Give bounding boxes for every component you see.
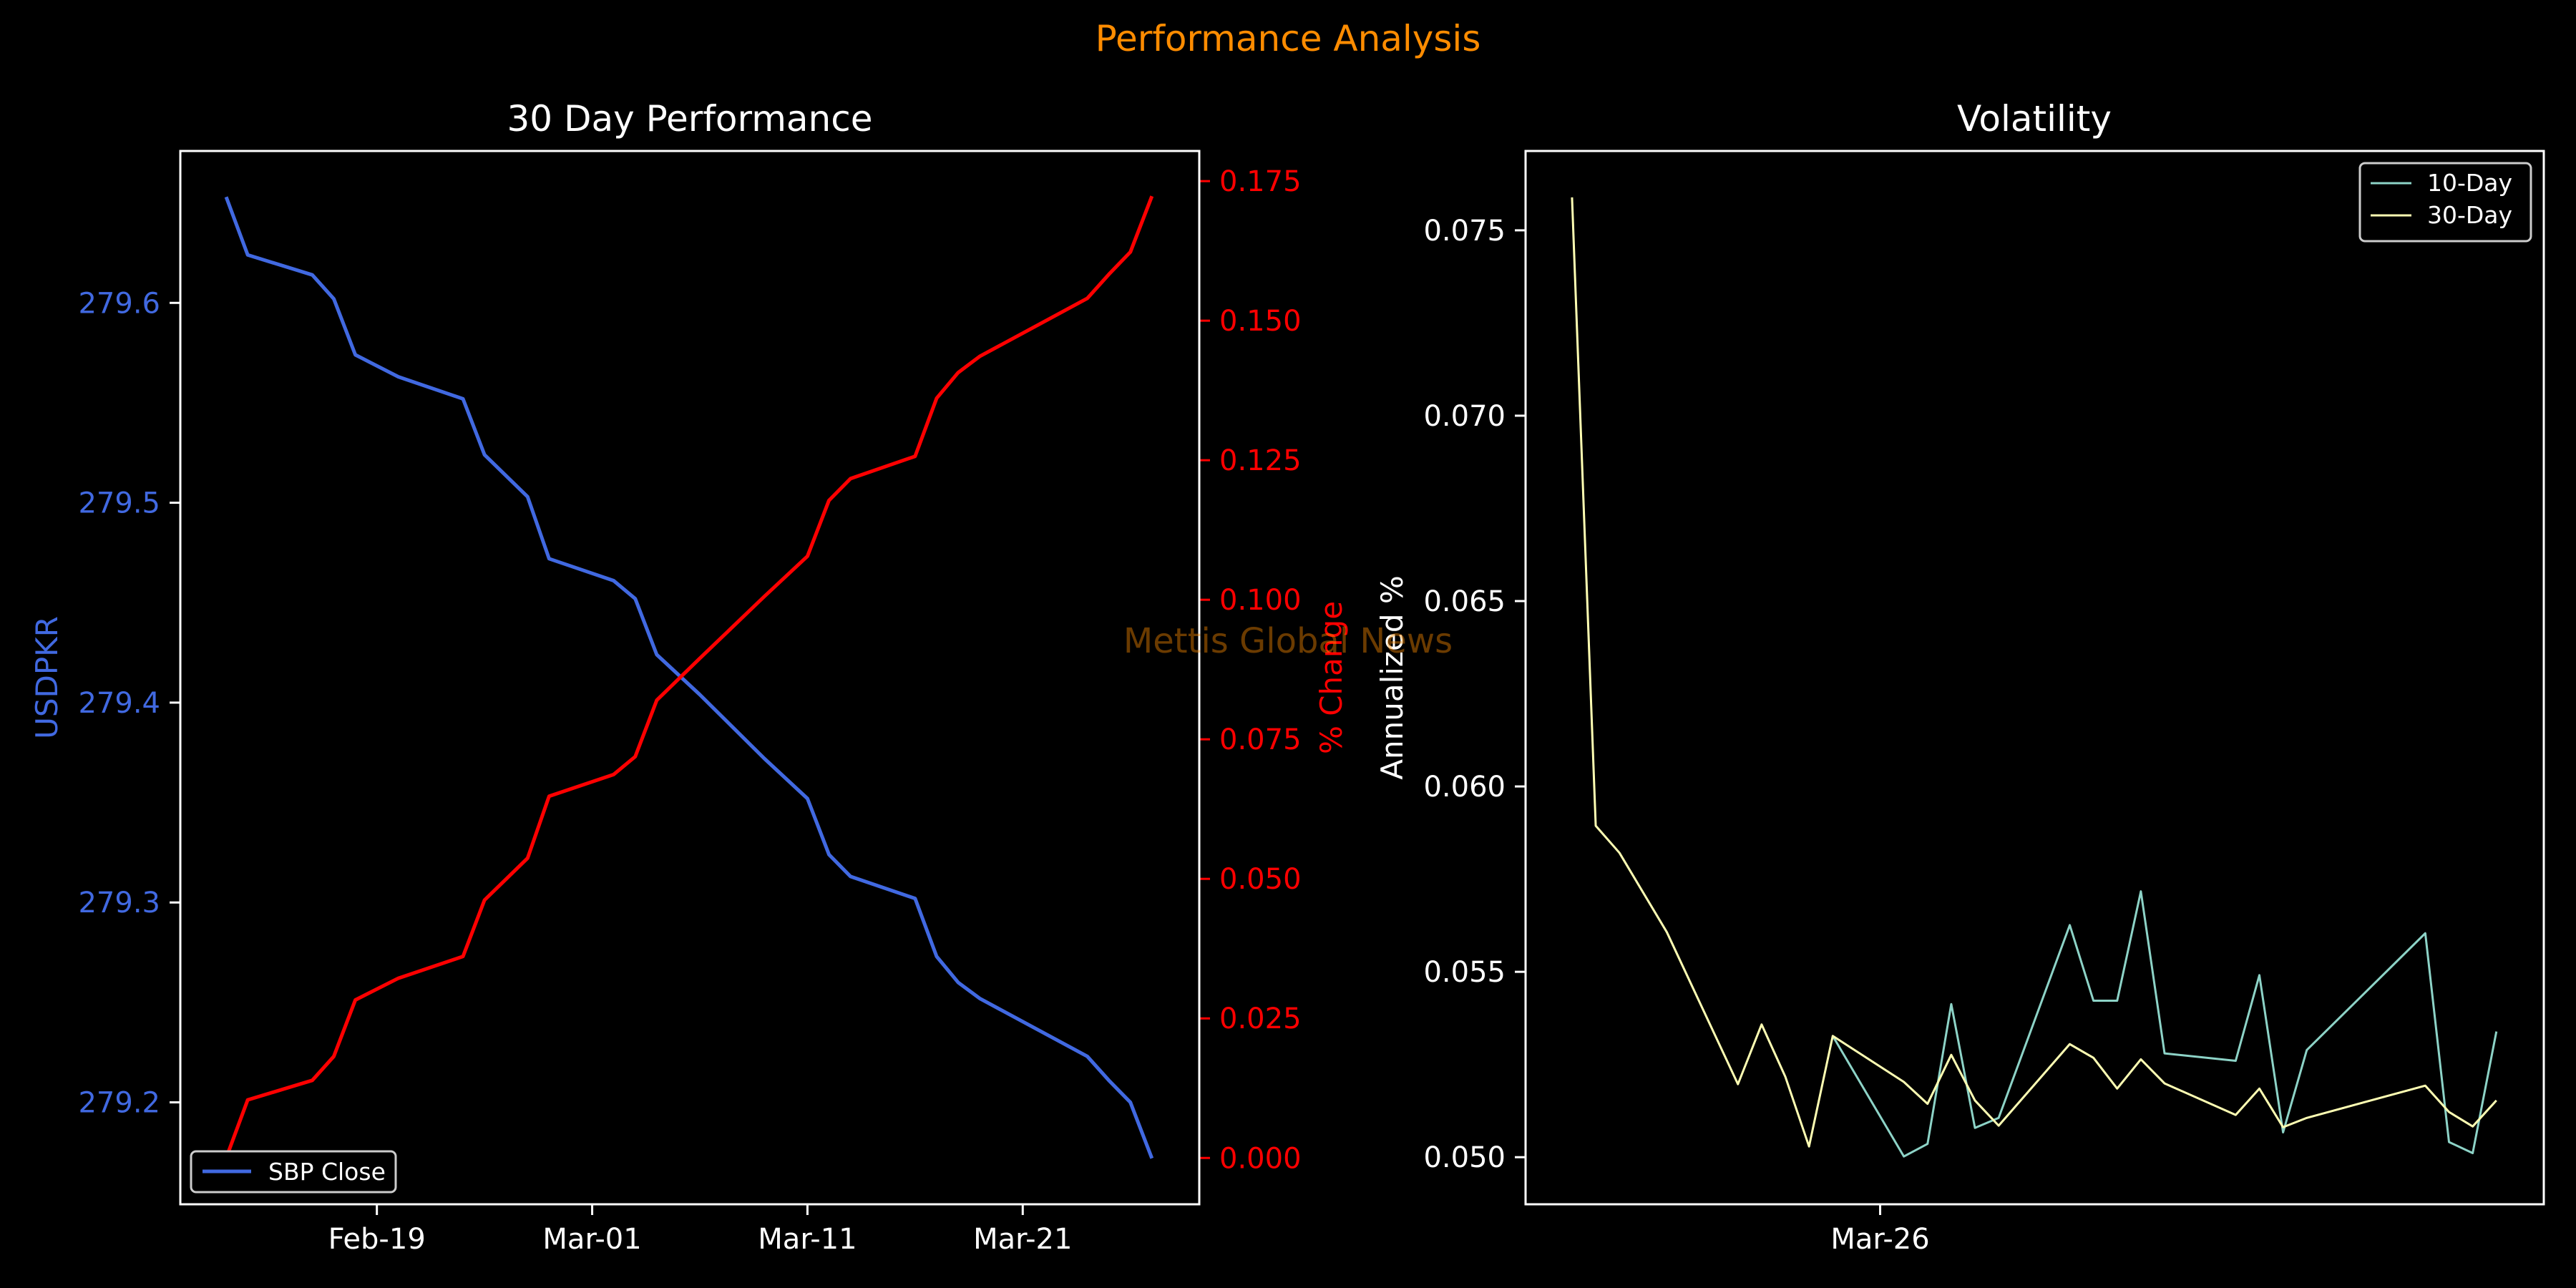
y-tick-label: 0.065	[1423, 585, 1506, 618]
watermark: Mettis Global News	[1123, 621, 1453, 661]
sbp-close-line	[224, 196, 1154, 1159]
volatility-chart: Volatility Mar-26 0.050 0.055 0.060 0.065 0.0…	[1375, 98, 2545, 1256]
vol-10-day-line	[1831, 890, 2498, 1158]
x-tick-label: Mar-21	[973, 1223, 1072, 1256]
performance-legend: SBP Close	[190, 1150, 397, 1194]
volatility-legend: 10-Day 30-Day	[2358, 162, 2532, 243]
right-y-tick-label: 0.000	[1219, 1142, 1302, 1175]
volatility-plot-area: Mar-26 0.050 0.055 0.060 0.065 0.070 0.075	[1423, 197, 2498, 1256]
legend-frame	[190, 1150, 397, 1194]
pct-change-line	[224, 195, 1154, 1159]
figure-suptitle: Performance Analysis	[1096, 18, 1481, 59]
usdpkr-axis-label: USDPKR	[29, 616, 64, 739]
legend-label-sbp-close: SBP Close	[268, 1158, 386, 1186]
right-y-tick-label: 0.050	[1219, 863, 1302, 896]
performance-axes-frame	[179, 150, 1201, 1206]
legend-label-30-day: 30-Day	[2427, 201, 2512, 229]
right-y-tick-label: 0.100	[1219, 584, 1302, 617]
y-tick-label: 0.055	[1423, 956, 1506, 989]
x-tick-label: Mar-01	[542, 1223, 641, 1256]
performance-chart: 30 Day Performance Feb-19 Mar-01 Mar-11 Mar…	[29, 98, 1349, 1256]
pct-change-axis-label: % Change	[1314, 601, 1349, 754]
y-tick-label: 0.060	[1423, 771, 1506, 804]
y-tick-label: 0.070	[1423, 400, 1506, 433]
right-y-tick-label: 0.025	[1219, 1002, 1302, 1035]
vol-30-day-line	[1571, 197, 2497, 1148]
x-tick-label: Mar-26	[1830, 1223, 1929, 1256]
right-y-tick-label: 0.075	[1219, 723, 1302, 756]
performance-plot-area: Feb-19 Mar-01 Mar-11 Mar-21 279.2 279.3 279.4 2…	[78, 165, 1301, 1256]
x-tick-label: Feb-19	[328, 1223, 426, 1256]
y-tick-label: 279.3	[78, 887, 160, 919]
legend-label-10-day: 10-Day	[2427, 169, 2512, 197]
y-tick-label: 279.5	[78, 487, 160, 520]
x-tick-label: Mar-11	[758, 1223, 857, 1256]
y-tick-label: 279.2	[78, 1087, 160, 1120]
y-tick-label: 0.075	[1423, 215, 1506, 248]
performance-chart-title: 30 Day Performance	[507, 98, 873, 140]
y-tick-label: 279.4	[78, 687, 160, 720]
volatility-axes-frame	[1524, 150, 2545, 1206]
volatility-chart-title: Volatility	[1957, 98, 2112, 140]
right-y-tick-label: 0.150	[1219, 305, 1302, 338]
right-y-tick-label: 0.175	[1219, 165, 1302, 198]
y-tick-label: 0.050	[1423, 1141, 1506, 1174]
right-y-tick-label: 0.125	[1219, 444, 1302, 477]
y-tick-label: 279.6	[78, 287, 160, 320]
annualized-axis-label: Annualized %	[1375, 575, 1410, 779]
